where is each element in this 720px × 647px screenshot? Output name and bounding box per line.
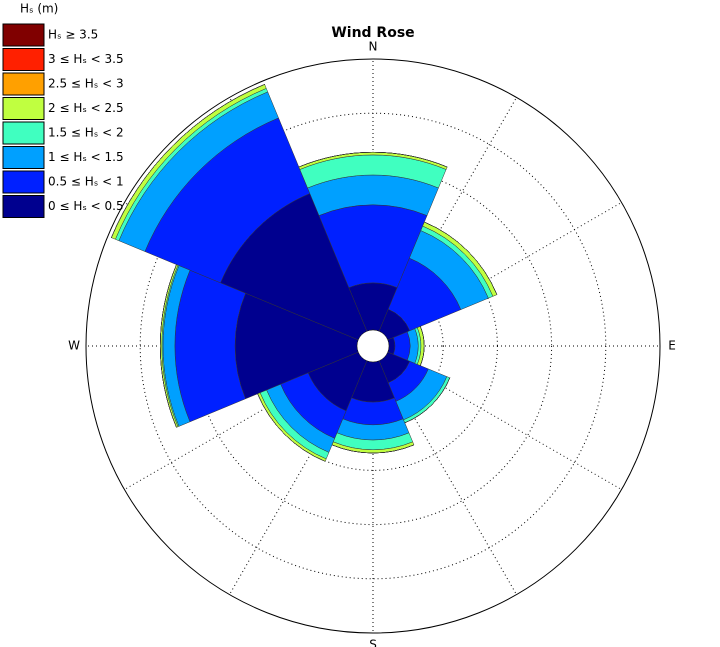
legend-swatch	[2, 48, 45, 71]
chart-title: Wind Rose	[331, 25, 414, 41]
direction-label: W	[68, 339, 80, 353]
legend-swatch	[2, 72, 45, 96]
legend-label: 2.5 ≤ Hₛ < 3	[48, 77, 124, 91]
wedge	[160, 264, 177, 428]
legend-swatch	[2, 97, 45, 120]
legend-swatch	[2, 170, 45, 194]
wedge	[298, 151, 448, 168]
legend-label: Hₛ ≥ 3.5	[48, 28, 98, 42]
legend-label: 0 ≤ Hₛ < 0.5	[48, 199, 124, 213]
legend-label: 0.5 ≤ Hₛ < 1	[48, 175, 124, 189]
legend-swatch	[2, 146, 45, 169]
legend-swatch	[2, 23, 45, 47]
grid-circle	[139, 112, 607, 580]
center-hole	[356, 329, 390, 363]
direction-label: S	[369, 638, 377, 647]
legend-swatch	[2, 195, 45, 218]
outer-circle	[85, 58, 661, 634]
legend-title: Hₛ (m)	[20, 2, 58, 16]
legend-label: 1 ≤ Hₛ < 1.5	[48, 150, 124, 164]
direction-label: E	[668, 339, 676, 353]
legend-label: 2 ≤ Hₛ < 2.5	[48, 101, 124, 115]
legend-swatch	[2, 121, 45, 145]
legend-label: 1.5 ≤ Hₛ < 2	[48, 126, 124, 140]
direction-label: N	[369, 40, 378, 54]
legend-label: 3 ≤ Hₛ < 3.5	[48, 52, 124, 66]
wedge	[174, 269, 246, 423]
